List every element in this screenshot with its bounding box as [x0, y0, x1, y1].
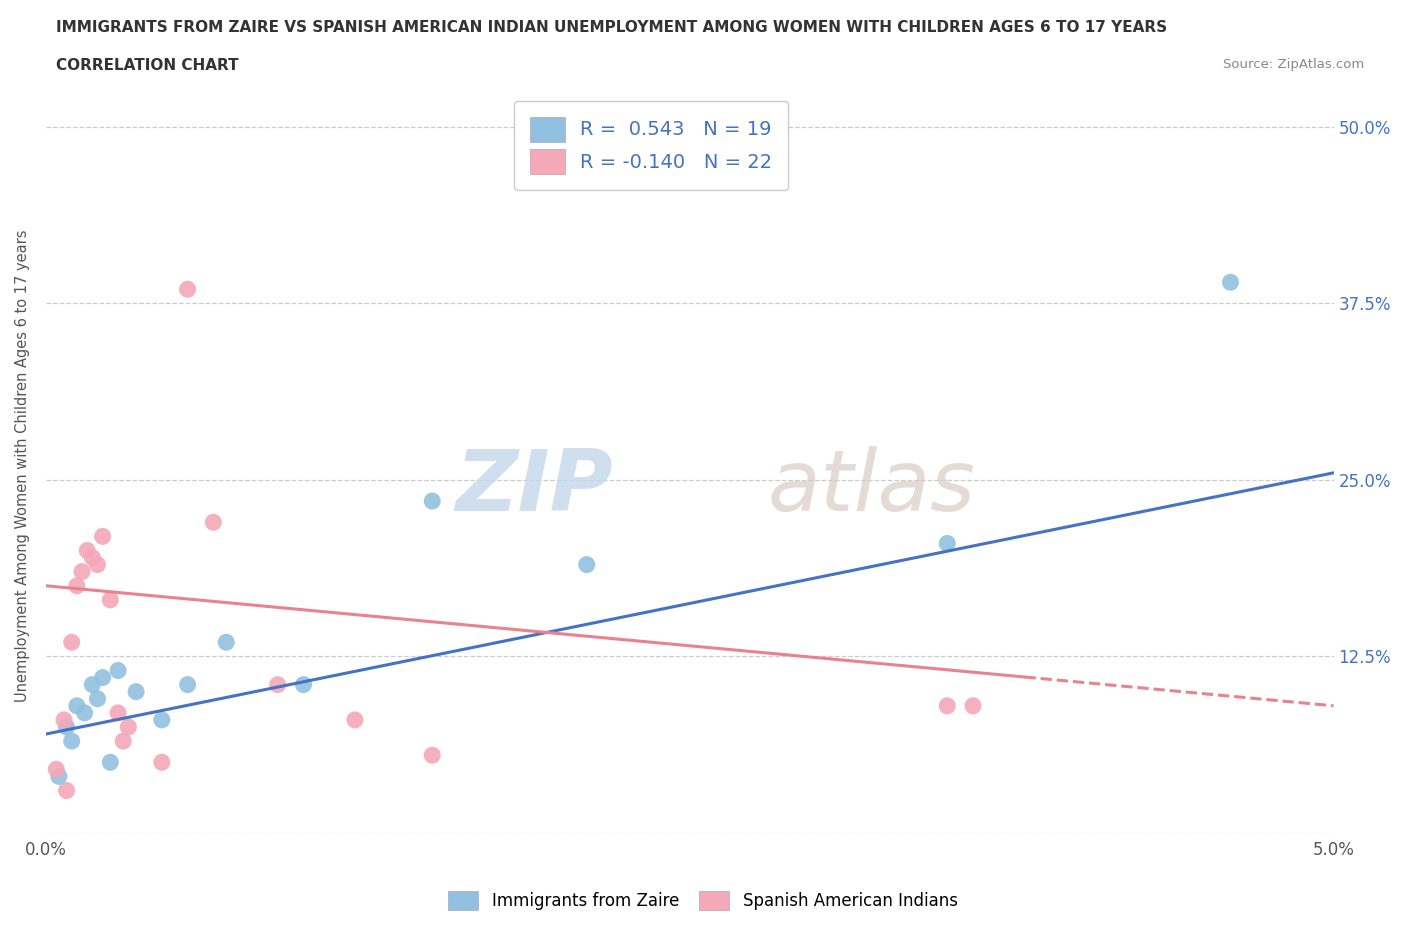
- Point: [70, 565, 93, 579]
- Text: Source: ZipAtlas.com: Source: ZipAtlas.com: [1223, 58, 1364, 71]
- Y-axis label: Unemployment Among Women with Children Ages 6 to 17 years: Unemployment Among Women with Children A…: [15, 230, 30, 702]
- Point: [86, 691, 108, 706]
- Text: ZIP: ZIP: [456, 446, 613, 529]
- Point: [112, 734, 135, 749]
- Point: [82, 677, 104, 692]
- Point: [176, 677, 198, 692]
- Point: [98, 592, 121, 607]
- Point: [575, 557, 598, 572]
- Text: IMMIGRANTS FROM ZAIRE VS SPANISH AMERICAN INDIAN UNEMPLOYMENT AMONG WOMEN WITH C: IMMIGRANTS FROM ZAIRE VS SPANISH AMERICA…: [56, 20, 1167, 35]
- Point: [76, 543, 98, 558]
- Point: [936, 698, 959, 713]
- Point: [86, 557, 108, 572]
- Point: [91, 529, 114, 544]
- Text: atlas: atlas: [768, 446, 974, 529]
- Point: [150, 755, 173, 770]
- Legend: R =  0.543   N = 19, R = -0.140   N = 22: R = 0.543 N = 19, R = -0.140 N = 22: [515, 101, 787, 190]
- Point: [215, 635, 238, 650]
- Point: [82, 551, 104, 565]
- Point: [420, 748, 443, 763]
- Point: [55, 720, 77, 735]
- Point: [53, 712, 76, 727]
- Point: [45, 762, 67, 777]
- Point: [107, 663, 129, 678]
- Point: [66, 578, 89, 593]
- Point: [150, 712, 173, 727]
- Point: [66, 698, 89, 713]
- Point: [267, 677, 290, 692]
- Point: [107, 706, 129, 721]
- Legend: Immigrants from Zaire, Spanish American Indians: Immigrants from Zaire, Spanish American …: [441, 884, 965, 917]
- Point: [936, 536, 959, 551]
- Point: [117, 720, 139, 735]
- Point: [343, 712, 366, 727]
- Point: [48, 769, 70, 784]
- Point: [420, 494, 443, 509]
- Point: [60, 635, 83, 650]
- Point: [962, 698, 984, 713]
- Point: [292, 677, 315, 692]
- Point: [60, 734, 83, 749]
- Point: [73, 706, 96, 721]
- Point: [55, 783, 77, 798]
- Point: [202, 515, 225, 530]
- Point: [98, 755, 121, 770]
- Point: [125, 684, 148, 699]
- Text: CORRELATION CHART: CORRELATION CHART: [56, 58, 239, 73]
- Point: [1219, 274, 1241, 289]
- Point: [176, 282, 198, 297]
- Point: [91, 671, 114, 685]
